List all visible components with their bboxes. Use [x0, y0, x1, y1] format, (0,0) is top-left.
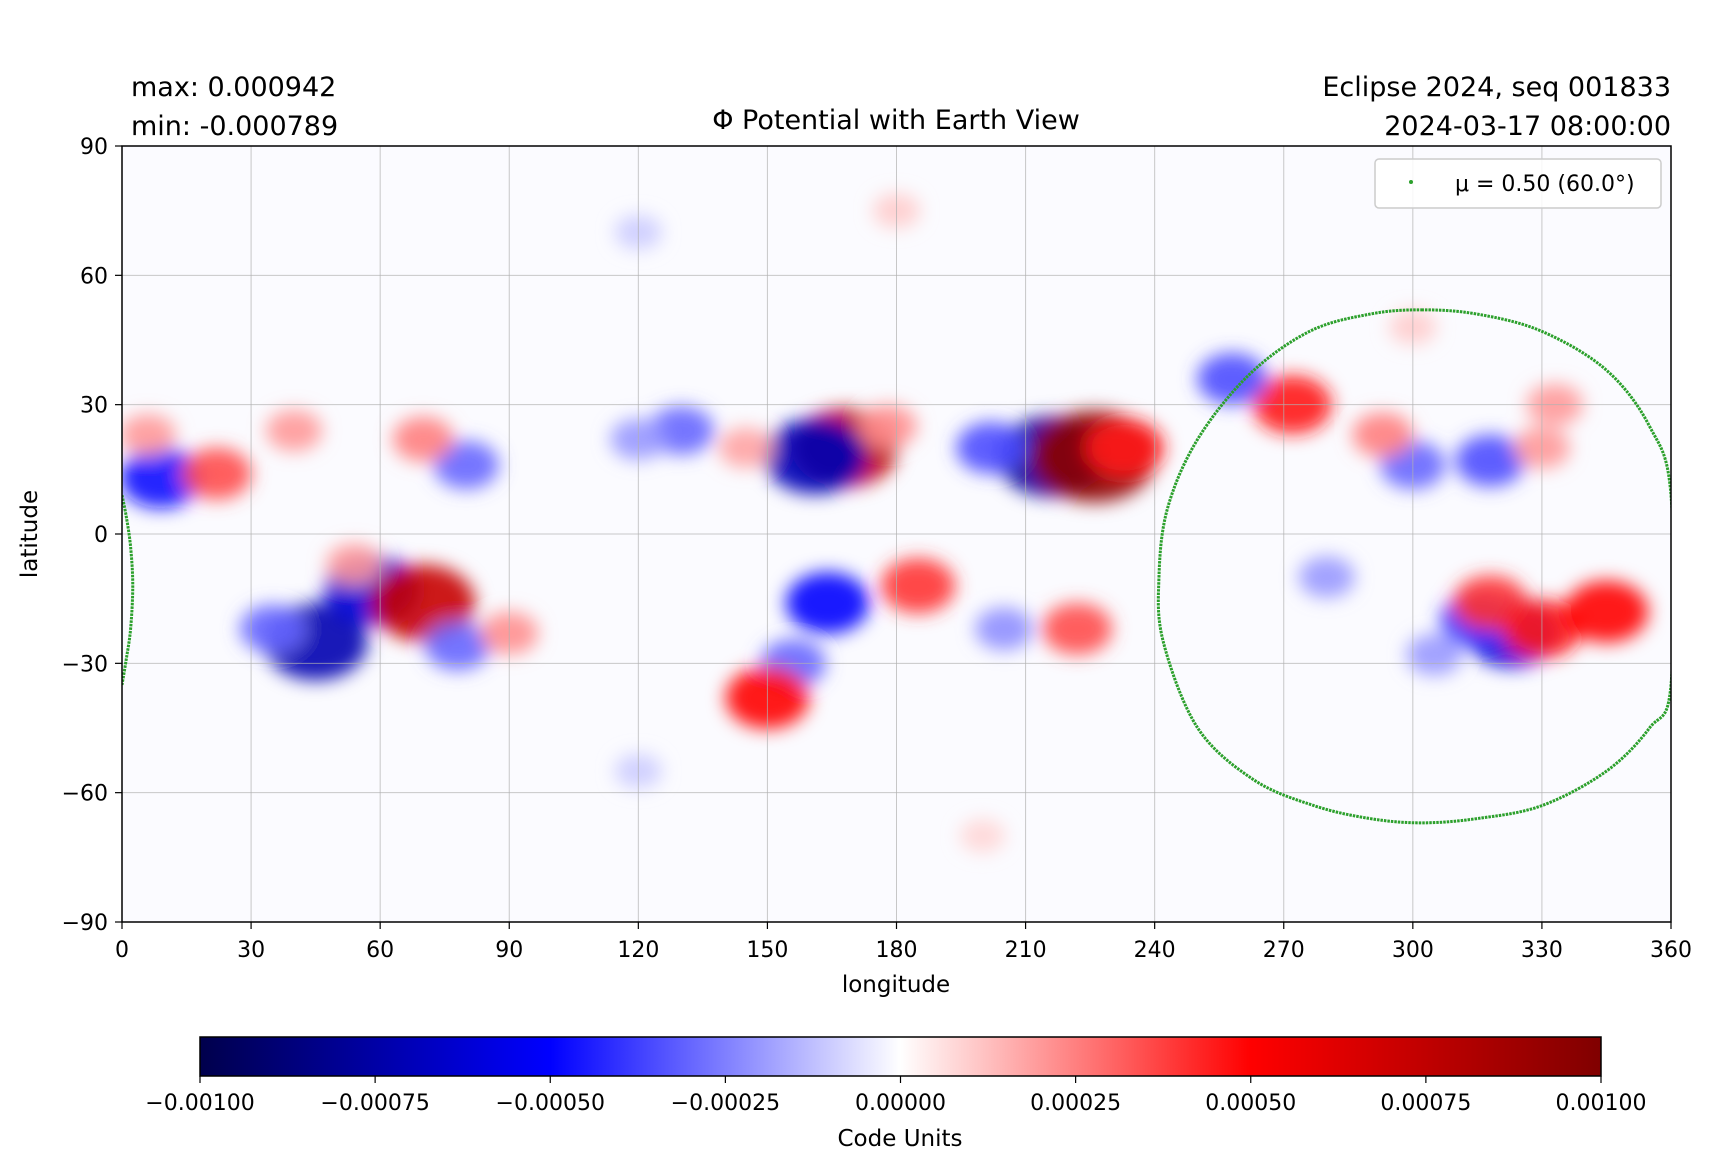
- colorbar-tick-label: −0.00025: [671, 1091, 780, 1116]
- heatmap-feature: [392, 416, 454, 462]
- heatmap-feature: [763, 418, 866, 495]
- heatmap-feature: [122, 447, 202, 509]
- x-tick-label: 120: [617, 938, 659, 963]
- legend-box: [1374, 158, 1662, 209]
- colorbar-tick-label: 0.00000: [855, 1091, 946, 1116]
- x-axis-label: longitude: [842, 972, 950, 998]
- y-tick-label: −90: [62, 911, 108, 936]
- x-tick-label: 300: [1392, 938, 1434, 963]
- heatmap-feature: [1406, 633, 1463, 676]
- x-tick-label: 240: [1134, 938, 1176, 963]
- legend: μ = 0.50 (60.0°): [1374, 158, 1662, 209]
- heatmap-feature: [326, 543, 383, 585]
- min-value-label: min: -0.000789: [131, 111, 338, 142]
- plot-area: 0 30 60 90 120 150 180 210 240 270 300 330 360 90603…: [17, 135, 1692, 998]
- heatmap-feature: [433, 440, 499, 490]
- heatmap-feature: [959, 819, 1006, 853]
- max-value-label: max: 0.000942: [131, 72, 336, 103]
- colorbar-tick-label: −0.00100: [145, 1091, 254, 1116]
- heatmap-feature: [371, 564, 476, 642]
- heatmap-feature: [181, 447, 252, 500]
- y-tick-label: 90: [80, 135, 108, 160]
- mu-contour-series: [122, 494, 135, 686]
- y-tick-label: −60: [62, 782, 108, 807]
- legend-marker: [1409, 180, 1413, 184]
- legend-label: μ = 0.50 (60.0°): [1455, 172, 1635, 197]
- chart-title: Φ Potential with Earth View: [712, 105, 1080, 136]
- colorbar: −0.00100 −0.00075 −0.00050 −0.00025 0.00000 0…: [145, 1036, 1646, 1152]
- heatmap-feature: [1564, 580, 1649, 643]
- timestamp-label: 2024-03-17 08:00:00: [1384, 111, 1671, 142]
- series-layer: [122, 308, 1671, 825]
- source-label: Eclipse 2024, seq 001833: [1322, 72, 1671, 103]
- x-tick-label: 150: [746, 938, 788, 963]
- x-axis-ticks: 0 30 60 90 120 150 180 210 240 270 300 330 360: [115, 922, 1692, 963]
- x-tick-label: 60: [366, 938, 394, 963]
- heatmap-feature: [956, 421, 1027, 474]
- heatmap-feature: [266, 409, 323, 452]
- colorbar-tick-label: −0.00075: [320, 1091, 429, 1116]
- colorbar-tick-label: 0.00025: [1030, 1091, 1121, 1116]
- heatmap-feature: [785, 571, 870, 634]
- heatmap-feature: [718, 427, 774, 468]
- y-tick-label: −30: [62, 652, 108, 677]
- colorbar-ticks: −0.00100 −0.00075 −0.00050 −0.00025 0.00000 0…: [145, 1076, 1646, 1116]
- x-tick-label: 360: [1650, 938, 1692, 963]
- y-axis-label: latitude: [17, 490, 43, 578]
- x-tick-label: 270: [1263, 938, 1305, 963]
- colorbar-label: Code Units: [838, 1126, 963, 1152]
- heatmap-feature: [975, 607, 1034, 651]
- heatmap-feature: [122, 414, 176, 456]
- mu-contour-series: [1156, 308, 1671, 825]
- y-tick-label: 30: [80, 394, 108, 419]
- y-tick-label: 60: [80, 264, 108, 289]
- colorbar-tick-label: 0.00050: [1205, 1091, 1296, 1116]
- heatmap-feature: [1197, 352, 1268, 405]
- heatmap-feature: [880, 558, 956, 614]
- heatmap-feature: [1298, 556, 1355, 598]
- heatmap-feature: [424, 621, 491, 671]
- x-tick-label: 180: [876, 938, 918, 963]
- y-tick-label: 0: [94, 523, 108, 548]
- heatmap-feature: [1084, 418, 1165, 478]
- colorbar-tick-label: 0.00075: [1380, 1091, 1471, 1116]
- x-tick-label: 30: [237, 938, 265, 963]
- heatmap-feature: [1455, 434, 1526, 487]
- x-tick-label: 330: [1521, 938, 1563, 963]
- colorbar-tick-label: 0.00100: [1556, 1091, 1647, 1116]
- x-tick-label: 210: [1005, 938, 1047, 963]
- heatmap-feature: [1042, 602, 1113, 655]
- y-axis-ticks: 90 60 30 0 −30 −60 −90: [62, 135, 122, 936]
- heatmap-feature: [1352, 412, 1414, 458]
- colorbar-tick-label: −0.00050: [496, 1091, 605, 1116]
- colorbar-bar: [199, 1036, 1602, 1077]
- heatmap-feature: [858, 404, 917, 448]
- x-tick-label: 90: [495, 938, 523, 963]
- x-tick-label: 0: [115, 938, 129, 963]
- heatmap-feature: [239, 604, 306, 654]
